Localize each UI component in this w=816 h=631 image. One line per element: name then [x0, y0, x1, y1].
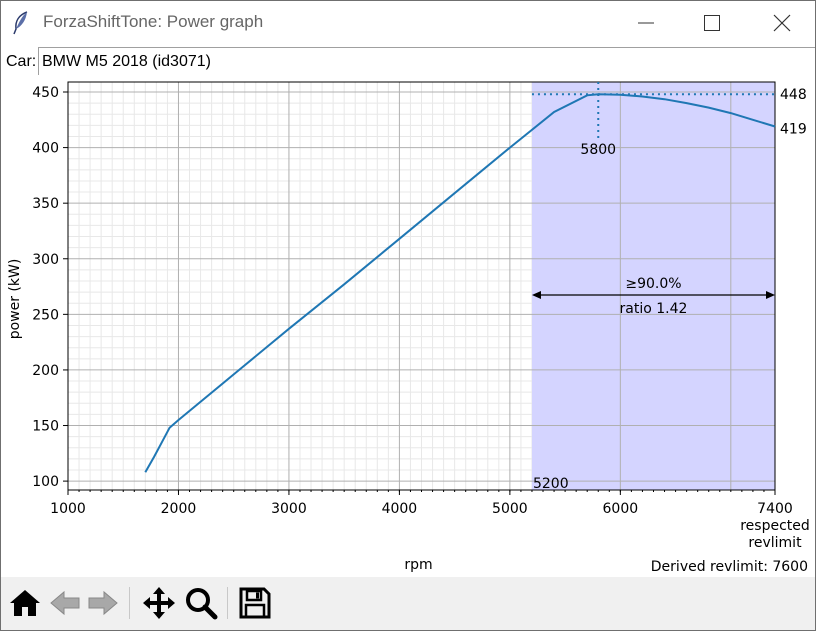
pan-button[interactable]	[141, 585, 177, 621]
car-field[interactable]: BMW M5 2018 (id3071)	[38, 47, 815, 75]
home-button[interactable]	[7, 585, 43, 621]
shade-start-label: 5200	[533, 476, 569, 492]
feather-icon	[13, 11, 28, 35]
toolbar-separator	[227, 587, 228, 619]
minimize-icon	[638, 22, 654, 24]
x-tick-label: 5000	[492, 501, 528, 517]
y-tick-label: 300	[32, 252, 59, 268]
x-tick-label: 2000	[161, 501, 197, 517]
minor-grid	[68, 82, 775, 490]
minimize-button[interactable]	[623, 1, 669, 46]
y-tick-label: 250	[32, 307, 59, 323]
series-group	[144, 93, 776, 473]
ratio-label: ratio 1.42	[620, 301, 688, 317]
car-value: BMW M5 2018 (id3071)	[42, 53, 211, 70]
end-power-label: 419	[780, 121, 807, 137]
window-title: ForzaShiftTone: Power graph	[43, 12, 264, 31]
title-bar: ForzaShiftTone: Power graph	[1, 1, 815, 46]
save-icon	[239, 587, 271, 619]
percent-label: ≥90.0%	[625, 276, 681, 292]
toolbar-separator	[129, 587, 130, 619]
x-tick-label: 1000	[50, 501, 86, 517]
x-axis-label: rpm	[404, 557, 432, 573]
x-tick-label: 3000	[271, 501, 307, 517]
save-button[interactable]	[237, 585, 273, 621]
forward-button[interactable]	[85, 585, 121, 621]
close-icon	[773, 14, 791, 32]
x-tick-label: 4000	[382, 501, 418, 517]
derived-revlimit-label: Derived revlimit: 7600	[651, 559, 808, 575]
pan-icon	[143, 587, 175, 619]
maximize-button[interactable]	[689, 1, 735, 46]
shaded-region	[531, 82, 775, 490]
x-tick-label: 6000	[603, 501, 639, 517]
peak-rpm-label: 5800	[580, 142, 616, 158]
y-tick-label: 100	[32, 474, 59, 490]
y-tick-label: 400	[32, 141, 59, 157]
x-axis: 1000 2000 3000 4000 5000 6000 7400	[50, 490, 793, 517]
zoom-icon	[186, 588, 218, 620]
y-tick-label: 350	[32, 196, 59, 212]
forward-icon	[88, 590, 118, 616]
annotations: 5800 5200 448 419 ≥90.0% ratio 1.42 resp…	[531, 82, 810, 551]
zoom-button[interactable]	[183, 585, 219, 621]
nav-toolbar	[1, 577, 815, 630]
close-button[interactable]	[759, 1, 805, 46]
plot-area[interactable]: 1000 2000 3000 4000 5000 6000 7400 100 150 200 25…	[1, 77, 815, 577]
y-tick-label: 150	[32, 419, 59, 435]
y-axis-label: power (kW)	[7, 259, 23, 340]
car-label: Car:	[6, 53, 37, 70]
back-icon	[50, 590, 80, 616]
home-icon	[10, 590, 40, 616]
power-curve-line	[144, 93, 776, 473]
revlimit-note-line1: respected	[740, 518, 810, 534]
y-axis: 100 150 200 250 300 350 400 450	[32, 85, 68, 490]
back-button[interactable]	[47, 585, 83, 621]
y-tick-label: 450	[32, 85, 59, 101]
range-arrow-left-head	[531, 291, 541, 299]
y-tick-label: 200	[32, 363, 59, 379]
peak-power-label: 448	[780, 87, 807, 103]
maximize-icon	[704, 15, 720, 31]
power-chart[interactable]: 1000 2000 3000 4000 5000 6000 7400 100 150 200 25…	[1, 77, 815, 577]
range-arrow-right-head	[766, 291, 775, 299]
car-bar: Car: BMW M5 2018 (id3071)	[1, 47, 815, 76]
x-tick-label: 7400	[757, 501, 793, 517]
revlimit-note-line2: revlimit	[748, 535, 802, 551]
